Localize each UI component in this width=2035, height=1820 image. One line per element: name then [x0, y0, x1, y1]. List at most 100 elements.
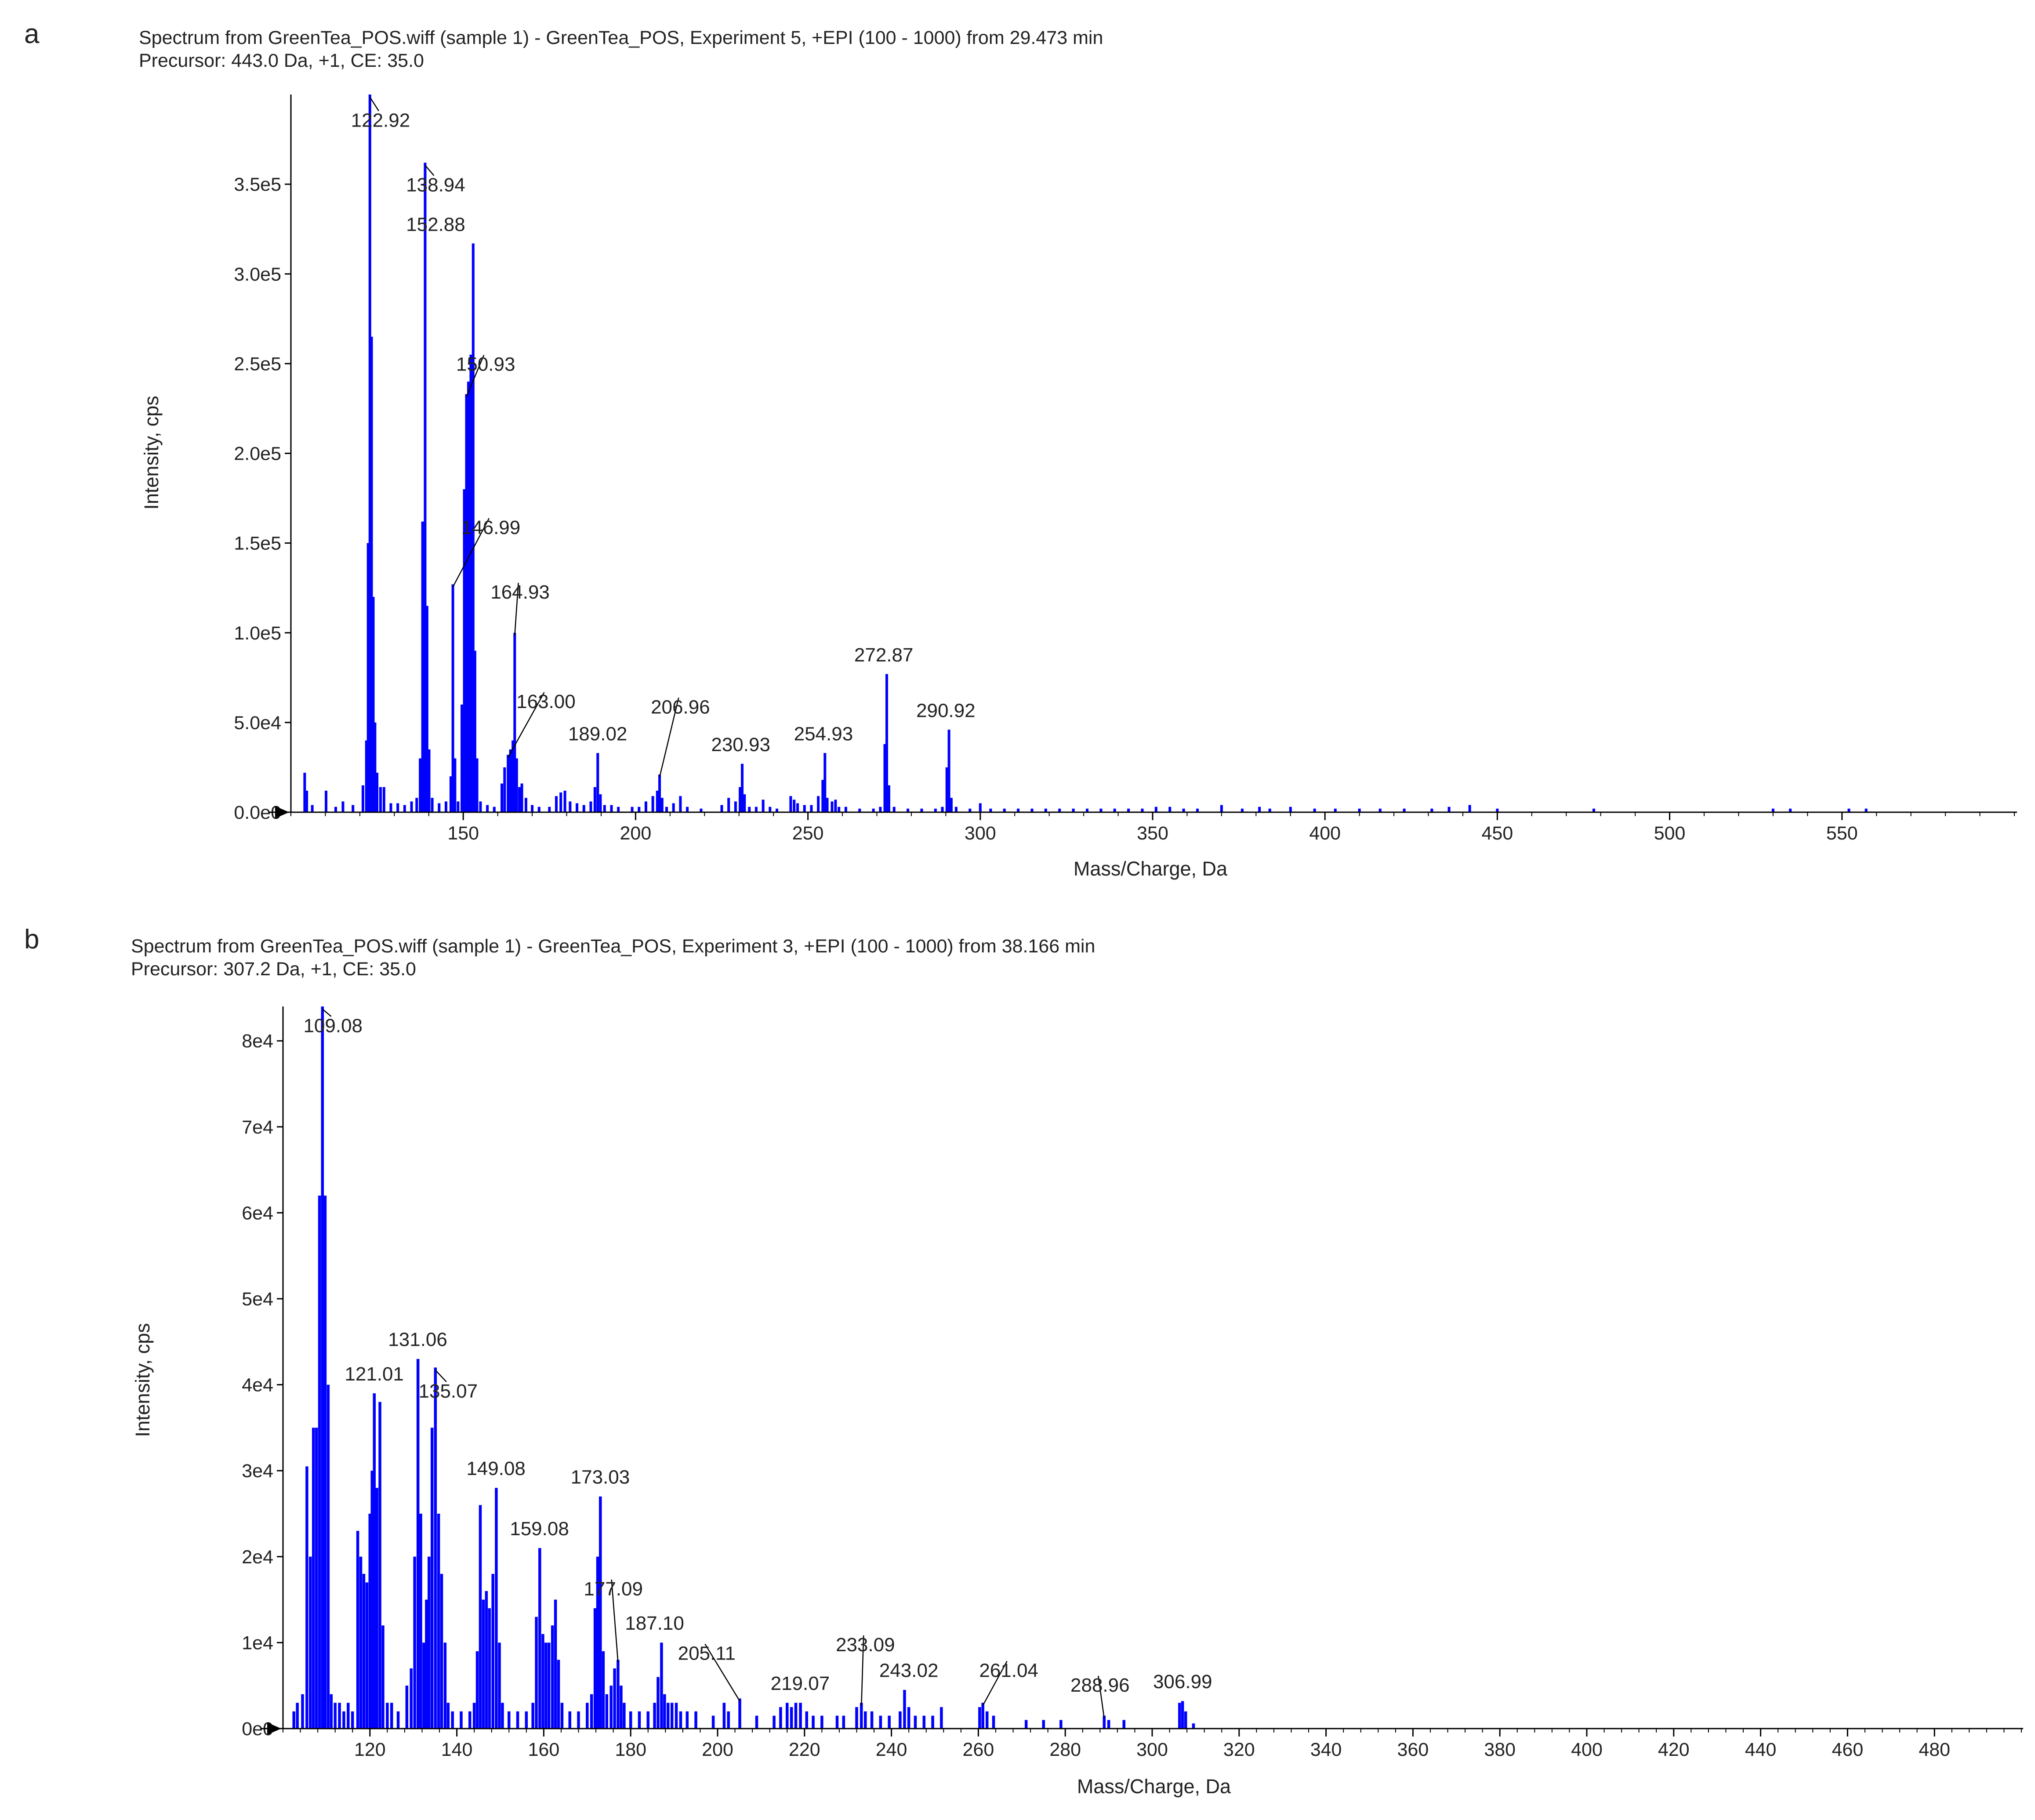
spectrum-peak [821, 780, 824, 812]
x-tick-label: 350 [1137, 823, 1168, 844]
spectrum-peak [638, 1711, 641, 1729]
x-tick-label: 420 [1658, 1739, 1690, 1760]
spectrum-peak [1181, 1701, 1184, 1729]
spectrum-peak [1003, 808, 1006, 812]
spectrum-peak [720, 805, 723, 812]
spectrum-peak [885, 674, 888, 812]
spectrum-peak [326, 1384, 330, 1729]
spectrum-peak [403, 805, 406, 812]
x-tick-label: 120 [354, 1739, 386, 1760]
panel-b-annotations: 109.08 121.01 131.06 135.07 149.08 159.08 173.… [303, 1009, 1212, 1718]
spectrum-peak [342, 1711, 345, 1729]
spectrum-peak [1017, 808, 1020, 812]
x-tick-label: 150 [447, 823, 479, 844]
spectrum-peak [303, 773, 306, 812]
panel-b-x-ticks: 120 140 160 180 200 220 240 260 280 300 320 340 360 3… [283, 1729, 2022, 1760]
spectrum-peak [817, 796, 820, 812]
spectrum-peak [855, 1707, 858, 1729]
peak-label: 187.10 [625, 1613, 684, 1634]
peak-label: 146.99 [461, 517, 521, 538]
spectrum-peak [509, 749, 512, 812]
spectrum-peak [1113, 808, 1116, 812]
spectrum-peak [443, 1642, 447, 1729]
spectrum-peak [560, 1703, 564, 1729]
spectrum-peak [727, 1711, 730, 1729]
spectrum-peak [1122, 1720, 1125, 1729]
spectrum-peak [373, 1393, 376, 1729]
spectrum-peak [366, 543, 370, 812]
spectrum-peak [914, 1715, 917, 1729]
spectrum-peak [589, 801, 592, 812]
x-tick-label: 300 [965, 823, 996, 844]
spectrum-peak [617, 1660, 620, 1729]
spectrum-peak [1403, 808, 1406, 812]
spectrum-peak [449, 776, 452, 812]
spectrum-peak [651, 796, 654, 812]
panel-a-letter: a [24, 19, 40, 49]
spectrum-peak [548, 806, 551, 812]
spectrum-peak [1468, 805, 1471, 812]
spectrum-peak [1103, 1715, 1106, 1729]
spectrum-peak [679, 1711, 682, 1729]
spectrum-peak [1184, 1711, 1187, 1729]
spectrum-peak [860, 1703, 863, 1729]
spectrum-peak [675, 1703, 678, 1729]
spectrum-peak [479, 801, 482, 812]
spectrum-peak [378, 1402, 381, 1729]
spectrum-peak [679, 796, 682, 812]
x-tick-label: 400 [1571, 1739, 1603, 1760]
spectrum-peak [711, 1715, 715, 1729]
peak-leader-line [322, 1009, 332, 1017]
spectrum-peak [834, 799, 837, 812]
spectrum-peak [425, 1599, 428, 1729]
spectrum-peak [531, 805, 534, 812]
spectrum-peak [922, 1715, 926, 1729]
spectrum-peak [390, 1703, 393, 1729]
spectrum-peak [1178, 1703, 1181, 1729]
spectrum-peak [989, 808, 992, 812]
spectrum-peak [602, 1651, 605, 1729]
spectrum-peak [330, 1694, 333, 1729]
spectrum-peak [465, 394, 468, 812]
peak-label: 149.08 [466, 1458, 526, 1479]
x-tick-label: 480 [1919, 1739, 1950, 1760]
spectrum-peak [469, 354, 472, 812]
spectrum-peak [374, 722, 377, 812]
spectrum-peak [1168, 806, 1172, 812]
spectrum-peak [644, 801, 647, 812]
spectrum-peak [368, 94, 371, 812]
spectrum-peak [1313, 808, 1316, 812]
spectrum-peak [493, 806, 496, 812]
spectrum-peak [569, 801, 572, 812]
y-tick-label: 1.5e5 [234, 533, 281, 554]
spectrum-peak [511, 740, 515, 812]
spectrum-peak [347, 1703, 350, 1729]
spectrum-peak [741, 763, 744, 812]
spectrum-peak [899, 1711, 902, 1729]
y-tick-label: 1.0e5 [234, 623, 281, 644]
spectrum-peak [482, 1599, 485, 1729]
spectrum-peak [379, 787, 382, 812]
spectrum-peak [593, 1608, 597, 1729]
peak-label: 131.06 [388, 1329, 447, 1351]
y-tick-label: 3.0e5 [234, 264, 281, 285]
spectrum-peak [421, 521, 424, 812]
spectrum-peak [1030, 808, 1034, 812]
peak-label: 206.96 [651, 696, 710, 718]
spectrum-peak [1430, 808, 1433, 812]
spectrum-peak [311, 805, 314, 812]
x-tick-label: 550 [1826, 823, 1858, 844]
spectrum-peak [318, 1195, 321, 1729]
spectrum-peak [321, 1006, 324, 1729]
spectrum-peak [413, 1556, 416, 1729]
spectrum-peak [672, 803, 675, 812]
panel-a: a Spectrum from GreenTea_POS.wiff (sampl… [24, 19, 2017, 880]
peak-label: 205.11 [678, 1643, 736, 1664]
spectrum-peak [334, 1703, 337, 1729]
spectrum-peak [694, 1711, 697, 1729]
spectrum-peak [516, 1711, 519, 1729]
spectrum-peak [467, 381, 470, 812]
